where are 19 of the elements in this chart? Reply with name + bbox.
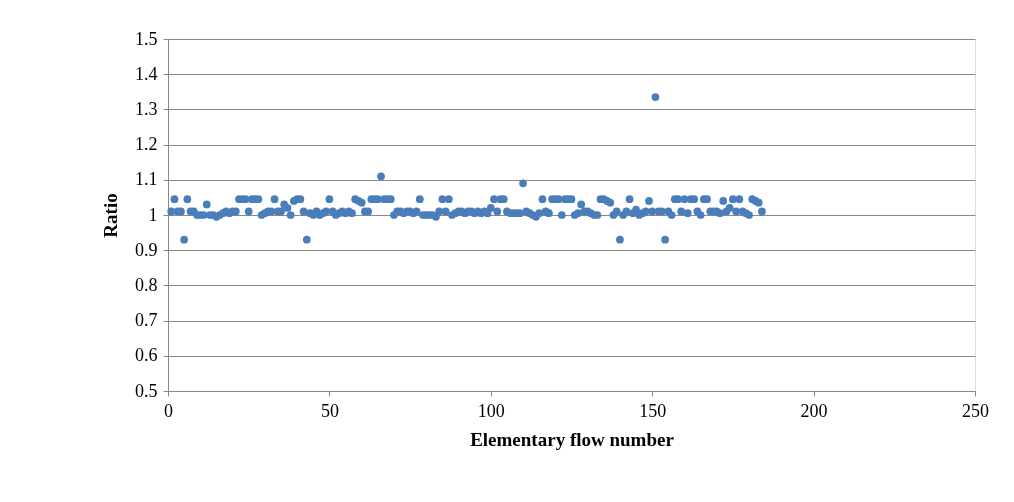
x-tick-label: 50 (320, 400, 339, 421)
y-tick-label: 1.3 (135, 98, 158, 119)
x-tick-label: 100 (477, 400, 505, 421)
y-tick-label: 0.9 (135, 239, 158, 260)
x-tick-label: 250 (962, 400, 989, 421)
y-tick-label: 0.6 (135, 345, 158, 366)
y-tick-label: 1.5 (135, 28, 158, 49)
y-tick-label: 1.1 (135, 169, 158, 190)
y-tick-label: 0.5 (135, 380, 158, 401)
y-tick-label: 0.7 (135, 310, 158, 331)
x-axis-title: Elementary flow number (470, 428, 675, 450)
y-tick-label: 0.8 (135, 274, 158, 295)
y-tick-label: 1.2 (135, 134, 158, 155)
y-tick-label: 1.4 (135, 63, 158, 84)
y-axis-title: Ratio (100, 193, 121, 238)
x-tick-label: 0 (164, 400, 173, 421)
x-tick-label: 200 (800, 400, 828, 421)
x-tick-label: 150 (639, 400, 667, 421)
y-tick-label: 1 (148, 204, 158, 225)
